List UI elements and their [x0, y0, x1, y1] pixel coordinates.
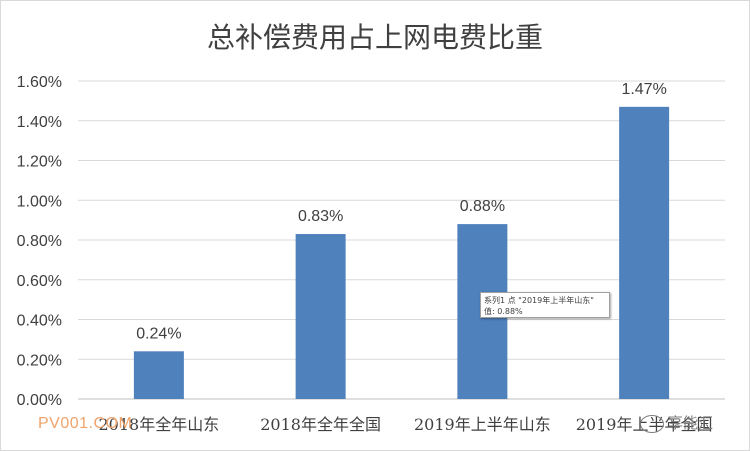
value-tooltip: 系列1 点 "2019年上半年山东" 值: 0.88%: [480, 292, 610, 318]
y-tick-label: 1.40%: [17, 114, 62, 131]
y-axis-ticks: 0.00% 0.20% 0.40% 0.60% 0.80% 1.00% 1.20% 1.40%…: [17, 74, 62, 409]
bar[interactable]: [619, 106, 670, 400]
y-tick-label: 0.40%: [17, 313, 62, 330]
y-tick-label: 0.00%: [17, 392, 62, 409]
x-tick-label: 2019年上半年山东: [414, 415, 551, 434]
data-label: 0.88%: [460, 198, 505, 215]
y-tick-label: 1.20%: [17, 154, 62, 171]
y-tick-label: 1.60%: [17, 74, 62, 91]
watermark-site-id: PV001.COM: [38, 415, 133, 432]
y-tick-label: 0.80%: [17, 233, 62, 250]
chart-title: 总补偿费用占上网电费比重: [207, 21, 543, 54]
wechat-icon: [640, 414, 664, 433]
x-tick-label: 2018年全年全国: [260, 415, 381, 434]
y-tick-label: 0.20%: [17, 352, 62, 369]
data-label: 0.24%: [136, 325, 181, 342]
y-tick-label: 1.00%: [17, 193, 62, 210]
bar[interactable]: [295, 234, 346, 399]
watermark-brand-text: 享能汇: [668, 414, 714, 432]
watermark-brand: 享能汇: [640, 412, 713, 433]
y-tick-label: 0.60%: [17, 273, 62, 290]
bar[interactable]: [133, 351, 184, 399]
bars: [133, 106, 670, 400]
gridlines: [78, 80, 725, 400]
data-label: 1.47%: [621, 81, 666, 98]
x-axis-ticks: 2018年全年山东 2018年全年全国 2019年上半年山东 2019年上半年全国: [99, 415, 713, 434]
tooltip-series-line: 系列1 点 "2019年上半年山东": [484, 296, 594, 305]
data-label: 0.83%: [298, 208, 343, 225]
tooltip-value-line: 值: 0.88%: [484, 307, 523, 316]
x-tick-label: 2018年全年山东: [99, 415, 220, 434]
data-labels: 0.24% 0.83% 0.88% 1.47%: [136, 81, 667, 342]
